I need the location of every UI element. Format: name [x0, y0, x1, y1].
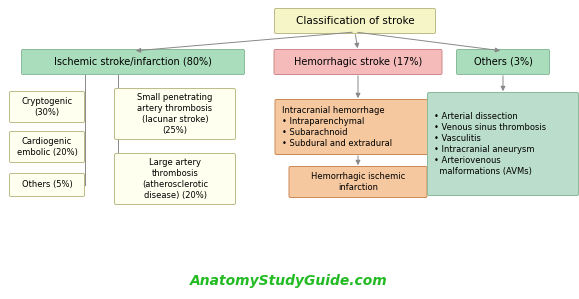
FancyBboxPatch shape — [456, 50, 549, 74]
FancyBboxPatch shape — [275, 100, 441, 155]
FancyBboxPatch shape — [115, 89, 236, 140]
Text: Others (5%): Others (5%) — [21, 181, 72, 190]
Text: Small penetrating
artery thrombosis
(lacunar stroke)
(25%): Small penetrating artery thrombosis (lac… — [137, 93, 212, 135]
FancyBboxPatch shape — [115, 153, 236, 205]
Text: Cryptogenic
(30%): Cryptogenic (30%) — [21, 97, 72, 117]
FancyBboxPatch shape — [9, 173, 85, 196]
Text: Large artery
thrombosis
(atherosclerotic
disease) (20%): Large artery thrombosis (atherosclerotic… — [142, 158, 208, 200]
FancyBboxPatch shape — [289, 167, 427, 198]
Text: Cardiogenic
embolic (20%): Cardiogenic embolic (20%) — [17, 137, 78, 157]
Text: Others (3%): Others (3%) — [474, 57, 533, 67]
FancyBboxPatch shape — [427, 92, 578, 196]
Text: Classification of stroke: Classification of stroke — [296, 16, 415, 26]
FancyBboxPatch shape — [9, 132, 85, 162]
FancyBboxPatch shape — [274, 50, 442, 74]
Text: Hemorrhagic ischemic
infarction: Hemorrhagic ischemic infarction — [311, 172, 405, 192]
Text: Intracranial hemorrhage
• Intraparenchymal
• Subarachnoid
• Subdural and extradu: Intracranial hemorrhage • Intraparenchym… — [281, 106, 391, 148]
Text: • Arterial dissection
• Venous sinus thrombosis
• Vasculitis
• Intracranial aneu: • Arterial dissection • Venous sinus thr… — [434, 112, 546, 176]
FancyBboxPatch shape — [274, 8, 435, 33]
FancyBboxPatch shape — [21, 50, 244, 74]
Text: Ischemic stroke/infarction (80%): Ischemic stroke/infarction (80%) — [54, 57, 212, 67]
FancyBboxPatch shape — [9, 91, 85, 123]
Text: AnatomyStudyGuide.com: AnatomyStudyGuide.com — [190, 274, 388, 288]
Text: Hemorrhagic stroke (17%): Hemorrhagic stroke (17%) — [294, 57, 422, 67]
